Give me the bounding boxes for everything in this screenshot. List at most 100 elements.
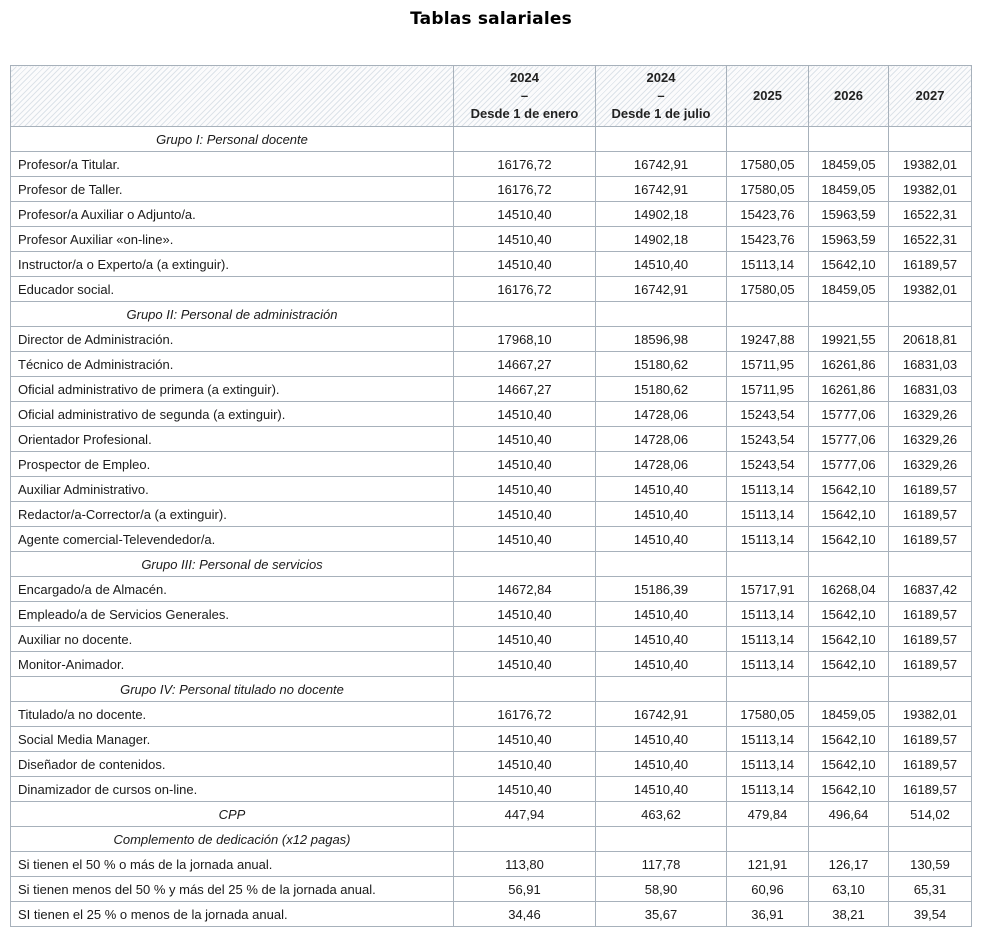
value-cell: 117,78 xyxy=(595,851,727,877)
value-cell: 447,94 xyxy=(453,801,596,827)
value-cell: 113,80 xyxy=(453,851,596,877)
table-row: Si tienen el 50 % o más de la jornada an… xyxy=(10,851,972,877)
value-cell: 14510,40 xyxy=(453,626,596,652)
row-label-cell: Técnico de Administración. xyxy=(10,351,454,377)
value-cell: 16189,57 xyxy=(888,601,972,627)
table-row: Empleado/a de Servicios Generales. 14510,… xyxy=(10,601,972,627)
value-cell: 15423,76 xyxy=(726,201,809,227)
header-year: 2025 xyxy=(753,88,782,104)
row-label-cell: Oficial administrativo de primera (a ext… xyxy=(10,376,454,402)
group-row: Grupo I: Personal docente xyxy=(10,126,972,152)
value-cell: 15113,14 xyxy=(726,626,809,652)
value-cell xyxy=(595,826,727,852)
value-cell: 17968,10 xyxy=(453,326,596,352)
value-cell: 14510,40 xyxy=(453,451,596,477)
group-row: Complemento de dedicación (x12 pagas) xyxy=(10,826,972,852)
value-cell: 14510,40 xyxy=(453,776,596,802)
value-cell: 15180,62 xyxy=(595,376,727,402)
group-row: Grupo II: Personal de administración xyxy=(10,301,972,327)
value-cell xyxy=(808,676,889,702)
value-cell: 18459,05 xyxy=(808,151,889,177)
table-row: Técnico de Administración. 14667,27 15180,… xyxy=(10,351,972,377)
value-cell: 15180,62 xyxy=(595,351,727,377)
table-row: Agente comercial-Televendedor/a. 14510,40… xyxy=(10,526,972,552)
table-row: Auxiliar no docente. 14510,40 14510,40 1511… xyxy=(10,626,972,652)
header-year: 2027 xyxy=(915,88,945,104)
value-cell: 15113,14 xyxy=(726,526,809,552)
value-cell: 16261,86 xyxy=(808,376,889,402)
value-cell: 16329,26 xyxy=(888,401,972,427)
page: { "title": "Tablas salariales", "table":… xyxy=(10,9,972,927)
group-label-cell: Complemento de dedicación (x12 pagas) xyxy=(10,826,454,852)
row-label-cell: Si tienen el 50 % o más de la jornada an… xyxy=(10,851,454,877)
row-label-cell: Social Media Manager. xyxy=(10,726,454,752)
value-cell: 15963,59 xyxy=(808,226,889,252)
value-cell: 16189,57 xyxy=(888,726,972,752)
value-cell: 15642,10 xyxy=(808,626,889,652)
value-cell: 14902,18 xyxy=(595,201,727,227)
header-cell-2026: 2026 xyxy=(808,65,889,127)
table-row: Diseñador de contenidos. 14510,40 14510,40… xyxy=(10,751,972,777)
value-cell: 15777,06 xyxy=(808,426,889,452)
value-cell: 14510,40 xyxy=(453,651,596,677)
value-cell: 15243,54 xyxy=(726,451,809,477)
value-cell: 15711,95 xyxy=(726,376,809,402)
value-cell: 14667,27 xyxy=(453,351,596,377)
table-row: SI tienen el 25 % o menos de la jornada … xyxy=(10,901,972,927)
row-label-cell: Profesor/a Titular. xyxy=(10,151,454,177)
row-label-cell: Orientador Profesional. xyxy=(10,426,454,452)
value-cell: 16189,57 xyxy=(888,751,972,777)
value-cell xyxy=(888,301,972,327)
value-cell: 15777,06 xyxy=(808,451,889,477)
value-cell: 14902,18 xyxy=(595,226,727,252)
value-cell: 15777,06 xyxy=(808,401,889,427)
salary-table-head: 2024 – Desde 1 de enero 2024 – Desde 1 d… xyxy=(10,65,972,127)
row-label-cell: Si tienen menos del 50 % y más del 25 % … xyxy=(10,876,454,902)
value-cell xyxy=(453,676,596,702)
value-cell: 16268,04 xyxy=(808,576,889,602)
table-row: CPP 447,94 463,62 479,84 496,64 514,02 xyxy=(10,801,972,827)
value-cell: 16831,03 xyxy=(888,376,972,402)
value-cell xyxy=(888,551,972,577)
value-cell: 58,90 xyxy=(595,876,727,902)
value-cell: 14510,40 xyxy=(453,401,596,427)
value-cell: 20618,81 xyxy=(888,326,972,352)
value-cell xyxy=(888,826,972,852)
value-cell: 14728,06 xyxy=(595,401,727,427)
value-cell: 16176,72 xyxy=(453,176,596,202)
value-cell: 15243,54 xyxy=(726,401,809,427)
value-cell xyxy=(453,826,596,852)
value-cell: 19382,01 xyxy=(888,276,972,302)
value-cell: 15186,39 xyxy=(595,576,727,602)
header-cell-2027: 2027 xyxy=(888,65,972,127)
value-cell xyxy=(595,551,727,577)
value-cell: 14510,40 xyxy=(595,501,727,527)
value-cell: 18596,98 xyxy=(595,326,727,352)
row-label-cell: Diseñador de contenidos. xyxy=(10,751,454,777)
value-cell: 16189,57 xyxy=(888,251,972,277)
row-label-cell: Instructor/a o Experto/a (a extinguir). xyxy=(10,251,454,277)
header-cell-2024-enero: 2024 – Desde 1 de enero xyxy=(453,65,596,127)
value-cell: 16176,72 xyxy=(453,151,596,177)
value-cell: 17580,05 xyxy=(726,276,809,302)
value-cell: 15642,10 xyxy=(808,651,889,677)
value-cell: 38,21 xyxy=(808,901,889,927)
value-cell: 36,91 xyxy=(726,901,809,927)
value-cell: 15423,76 xyxy=(726,226,809,252)
value-cell: 16189,57 xyxy=(888,626,972,652)
group-label-cell: Grupo II: Personal de administración xyxy=(10,301,454,327)
row-label-cell: Profesor de Taller. xyxy=(10,176,454,202)
value-cell: 14510,40 xyxy=(453,426,596,452)
value-cell: 14510,40 xyxy=(595,776,727,802)
value-cell: 14672,84 xyxy=(453,576,596,602)
table-row: Oficial administrativo de segunda (a ext… xyxy=(10,401,972,427)
value-cell: 14510,40 xyxy=(595,601,727,627)
value-cell: 35,67 xyxy=(595,901,727,927)
value-cell: 14510,40 xyxy=(595,251,727,277)
header-year: 2026 xyxy=(834,88,863,104)
header-subtitle: Desde 1 de julio xyxy=(611,105,711,121)
value-cell: 16522,31 xyxy=(888,201,972,227)
value-cell: 14510,40 xyxy=(595,526,727,552)
row-label-cell: CPP xyxy=(10,801,454,827)
value-cell: 15113,14 xyxy=(726,776,809,802)
